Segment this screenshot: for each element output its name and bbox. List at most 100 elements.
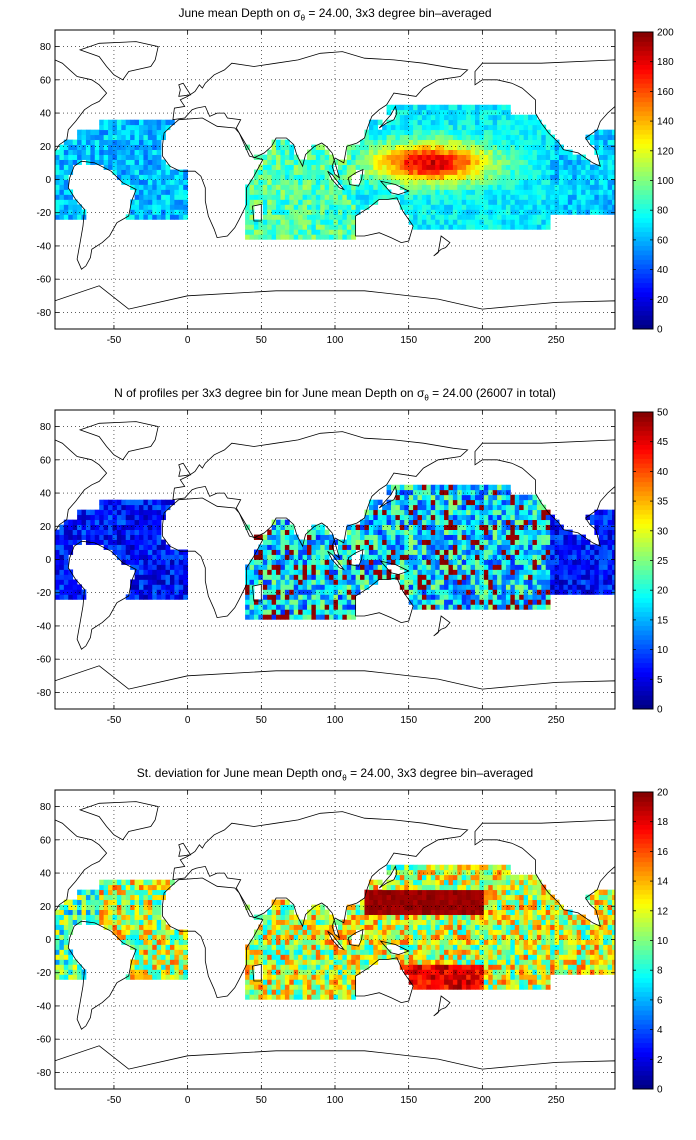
heatmap-cell — [293, 169, 299, 175]
heatmap-cell — [408, 209, 414, 215]
heatmap-cell — [368, 194, 374, 200]
heatmap-cell — [139, 179, 144, 185]
heatmap-cell — [483, 564, 489, 570]
heatmap-cell — [337, 189, 343, 195]
heatmap-cell — [262, 569, 268, 575]
heatmap-cell — [161, 184, 166, 190]
heatmap-cell — [351, 549, 357, 555]
heatmap-cell — [559, 589, 564, 595]
heatmap-cell — [90, 529, 96, 535]
heatmap-cell — [68, 549, 74, 555]
heatmap-cell — [492, 544, 498, 550]
heatmap-cell — [457, 519, 463, 526]
heatmap-cell — [81, 134, 87, 141]
heatmap-cell — [68, 199, 74, 205]
heatmap-cell — [505, 224, 511, 230]
heatmap-cell — [147, 189, 153, 195]
heatmap-cell — [315, 919, 321, 925]
heatmap-cell — [426, 184, 432, 190]
heatmap-cell — [183, 589, 189, 595]
heatmap-cell — [346, 154, 352, 160]
heatmap-cell — [395, 109, 401, 116]
heatmap-cell — [501, 119, 507, 126]
heatmap-cell — [435, 164, 441, 170]
heatmap-cell — [108, 534, 113, 540]
heatmap-cell — [532, 209, 538, 215]
heatmap-cell — [377, 564, 383, 570]
heatmap-cell — [528, 514, 533, 521]
heatmap-cell — [501, 504, 507, 511]
colorbar-segment — [633, 439, 653, 445]
heatmap-cell — [307, 599, 312, 605]
y-tick-label: 40 — [40, 109, 52, 120]
heatmap-cell — [280, 174, 286, 180]
heatmap-cell — [536, 584, 542, 590]
heatmap-cell — [147, 964, 153, 970]
heatmap-cell — [559, 564, 564, 570]
heatmap-cell — [439, 204, 445, 210]
heatmap-cell — [72, 899, 78, 906]
heatmap-cell — [68, 584, 74, 590]
heatmap-cell — [554, 179, 560, 185]
heatmap-cell — [311, 564, 317, 570]
heatmap-cell — [461, 499, 467, 506]
heatmap-cell — [368, 174, 374, 180]
heatmap-cell — [315, 199, 321, 205]
heatmap-cell — [497, 519, 502, 526]
heatmap-cell — [536, 199, 542, 205]
heatmap-cell — [501, 484, 507, 491]
heatmap-cell — [289, 144, 295, 150]
heatmap-cell — [289, 169, 295, 175]
heatmap-cell — [466, 524, 471, 530]
heatmap-cell — [152, 954, 158, 960]
heatmap-cell — [541, 169, 547, 175]
heatmap-cell — [161, 539, 166, 545]
heatmap-cell — [439, 124, 445, 131]
heatmap-cell — [448, 169, 454, 175]
heatmap-cell — [298, 924, 303, 930]
heatmap-cell — [258, 614, 264, 620]
heatmap-cell — [311, 214, 317, 220]
colorbar-segment — [633, 245, 653, 251]
heatmap-cell — [130, 934, 135, 940]
heatmap-cell — [103, 134, 109, 141]
heatmap-cell — [457, 544, 463, 550]
heatmap-cell — [439, 149, 445, 155]
heatmap-cell — [112, 129, 118, 136]
heatmap-cell — [346, 209, 352, 215]
colorbar-segment — [633, 500, 653, 506]
heatmap-cell — [572, 174, 578, 180]
heatmap-cell — [116, 144, 122, 150]
heatmap-cell — [395, 529, 401, 535]
heatmap-cell — [143, 189, 149, 195]
heatmap-cell — [315, 149, 321, 155]
heatmap-cell — [245, 944, 250, 950]
heatmap-cell — [351, 544, 357, 550]
heatmap-cell — [315, 979, 321, 985]
heatmap-cell — [430, 224, 436, 230]
heatmap-cell — [408, 554, 414, 560]
heatmap-cell — [532, 584, 538, 590]
heatmap-cell — [342, 159, 348, 165]
heatmap-cell — [320, 584, 326, 590]
heatmap-cell — [426, 559, 432, 565]
heatmap-cell — [337, 174, 343, 180]
heatmap-cell — [293, 969, 299, 975]
heatmap-cell — [143, 969, 149, 975]
heatmap-cell — [523, 514, 529, 521]
heatmap-cell — [346, 549, 352, 555]
heatmap-cell — [408, 109, 414, 116]
heatmap-cell — [147, 924, 153, 930]
heatmap-cell — [320, 594, 326, 600]
heatmap-cell — [121, 514, 127, 521]
heatmap-cell — [523, 544, 529, 550]
heatmap-cell — [452, 549, 458, 555]
heatmap-cell — [514, 509, 520, 516]
heatmap-cell — [497, 134, 502, 141]
heatmap-cell — [528, 554, 533, 560]
heatmap-cell — [505, 219, 511, 225]
heatmap-cell — [497, 554, 502, 560]
heatmap-cell — [320, 974, 326, 980]
heatmap-cell — [523, 529, 529, 535]
y-tick-label: 60 — [40, 75, 52, 86]
